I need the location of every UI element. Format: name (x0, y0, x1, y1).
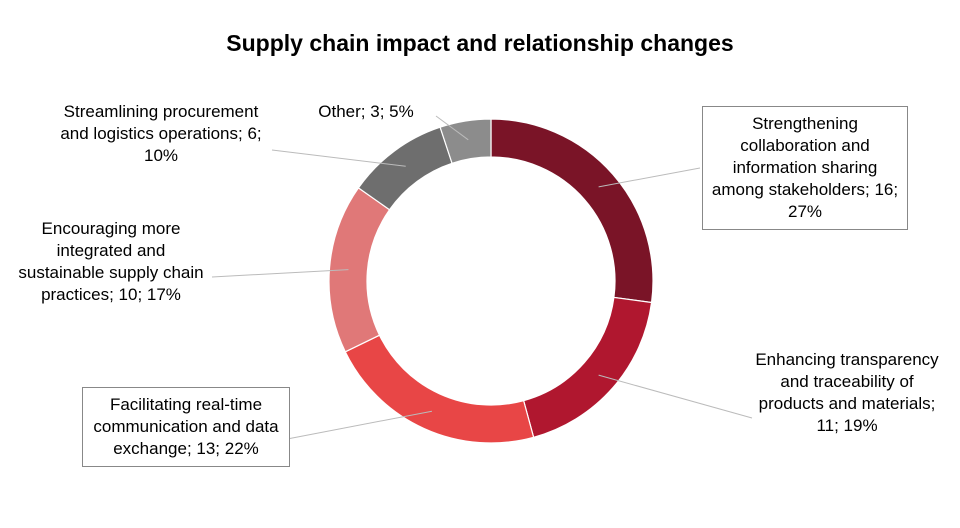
leader-line-4 (271, 149, 406, 167)
leader-line-5 (435, 115, 469, 141)
data-label-3: Encouraging more integrated and sustaina… (18, 219, 204, 304)
chart-title: Supply chain impact and relationship cha… (226, 30, 734, 56)
leader-line-3 (211, 269, 349, 278)
donut-slice-4 (357, 126, 453, 211)
data-label-4: Streamlining procurement and logistics o… (60, 102, 262, 165)
data-label-2: Facilitating real-time communication and… (82, 387, 290, 467)
donut-slice-5 (439, 118, 492, 165)
donut-slice-0 (490, 118, 654, 304)
data-label-5: Other; 3; 5% (318, 102, 414, 121)
leader-line-2 (281, 410, 433, 441)
data-label-1: Enhancing transparency and traceability … (755, 350, 939, 435)
leader-line-1 (598, 374, 753, 419)
data-label-0: Strengthening collaboration and informat… (702, 106, 908, 230)
leader-line-0 (598, 167, 701, 188)
donut-slice-1 (522, 296, 653, 439)
donut-slice-2 (344, 334, 535, 444)
